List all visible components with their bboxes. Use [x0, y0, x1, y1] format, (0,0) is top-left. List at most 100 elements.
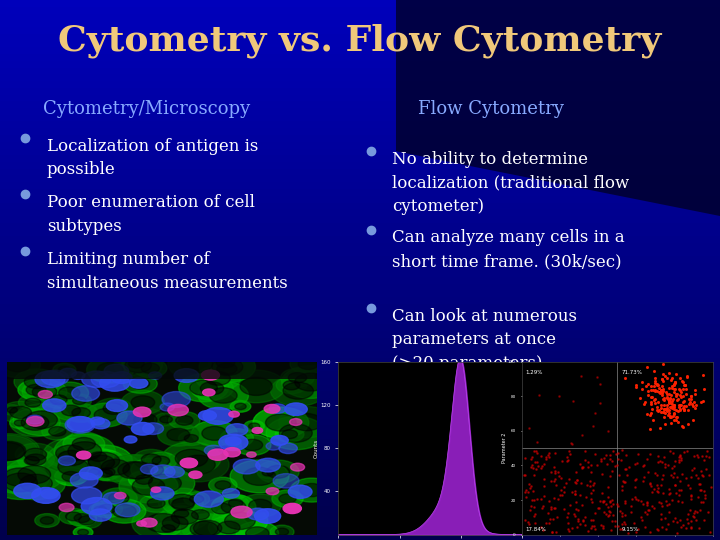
Point [582, 463, 594, 471]
Point [672, 418, 683, 427]
Point [654, 387, 665, 396]
Point [528, 512, 539, 521]
Circle shape [198, 381, 248, 409]
Circle shape [49, 427, 66, 436]
Point [703, 528, 715, 537]
Point [673, 403, 685, 411]
Circle shape [150, 487, 174, 500]
Circle shape [161, 525, 175, 532]
Circle shape [131, 422, 154, 435]
Point [669, 385, 680, 394]
Point [619, 496, 631, 505]
Circle shape [114, 352, 162, 379]
Circle shape [272, 490, 303, 508]
Point [647, 416, 659, 424]
Circle shape [14, 369, 60, 394]
Point [657, 523, 668, 531]
Circle shape [131, 458, 173, 482]
Point [664, 390, 675, 399]
Bar [0, 426, 720, 432]
Circle shape [58, 456, 76, 465]
Circle shape [176, 416, 193, 425]
Circle shape [228, 499, 243, 507]
Point [689, 507, 701, 516]
Bar [0, 0, 720, 6]
Point [658, 413, 670, 421]
Point [688, 452, 700, 461]
Circle shape [131, 396, 155, 409]
Polygon shape [7, 362, 317, 535]
Circle shape [279, 424, 312, 442]
Point [580, 456, 591, 464]
Point [622, 529, 634, 537]
Circle shape [0, 441, 26, 460]
Point [520, 488, 531, 497]
Circle shape [100, 374, 130, 391]
Point [679, 396, 690, 405]
Point [669, 378, 680, 387]
Text: Cytometry vs. Flow Cytometry: Cytometry vs. Flow Cytometry [58, 23, 662, 58]
Circle shape [288, 373, 307, 383]
Circle shape [292, 414, 322, 431]
Circle shape [119, 470, 178, 503]
Circle shape [210, 388, 237, 403]
Point [567, 396, 578, 405]
Circle shape [27, 415, 42, 424]
Point [664, 500, 675, 509]
Point [659, 409, 670, 417]
Point [668, 468, 680, 477]
Circle shape [18, 453, 45, 468]
Circle shape [98, 469, 112, 477]
Circle shape [123, 462, 154, 479]
Point [652, 380, 663, 389]
Point [611, 500, 623, 508]
Bar [0, 405, 720, 411]
Point [641, 510, 652, 518]
Point [649, 376, 661, 385]
Circle shape [94, 506, 107, 513]
Circle shape [79, 467, 102, 480]
Point [678, 381, 690, 390]
Point [525, 455, 536, 463]
Point [696, 467, 707, 475]
Point [655, 386, 667, 394]
Text: Poor enumeration of cell
subtypes: Poor enumeration of cell subtypes [47, 194, 255, 235]
Point [659, 404, 670, 413]
Point [528, 471, 539, 480]
Circle shape [58, 458, 89, 475]
Circle shape [76, 451, 91, 459]
Bar [0, 189, 720, 195]
Circle shape [99, 468, 115, 476]
Circle shape [15, 443, 55, 465]
Circle shape [209, 353, 243, 372]
Circle shape [171, 509, 198, 524]
Circle shape [125, 436, 137, 443]
Circle shape [13, 404, 71, 436]
Point [688, 398, 700, 407]
Circle shape [21, 415, 49, 430]
Point [675, 485, 686, 494]
Point [598, 454, 610, 462]
Circle shape [279, 494, 296, 503]
Circle shape [133, 449, 169, 469]
Circle shape [282, 366, 340, 399]
Circle shape [68, 510, 96, 526]
Point [636, 377, 647, 386]
Bar [0, 392, 720, 399]
Circle shape [271, 375, 326, 406]
Point [549, 474, 560, 483]
Point [665, 403, 676, 411]
Point [549, 503, 560, 512]
Point [636, 500, 648, 509]
Circle shape [41, 489, 58, 498]
Point [655, 408, 667, 417]
Bar [0, 399, 720, 405]
Point [531, 449, 543, 457]
Point [585, 488, 596, 497]
Circle shape [158, 423, 199, 446]
Bar [0, 310, 720, 317]
Point [669, 401, 680, 409]
Point [686, 466, 698, 475]
Circle shape [26, 384, 46, 395]
Point [612, 522, 624, 530]
